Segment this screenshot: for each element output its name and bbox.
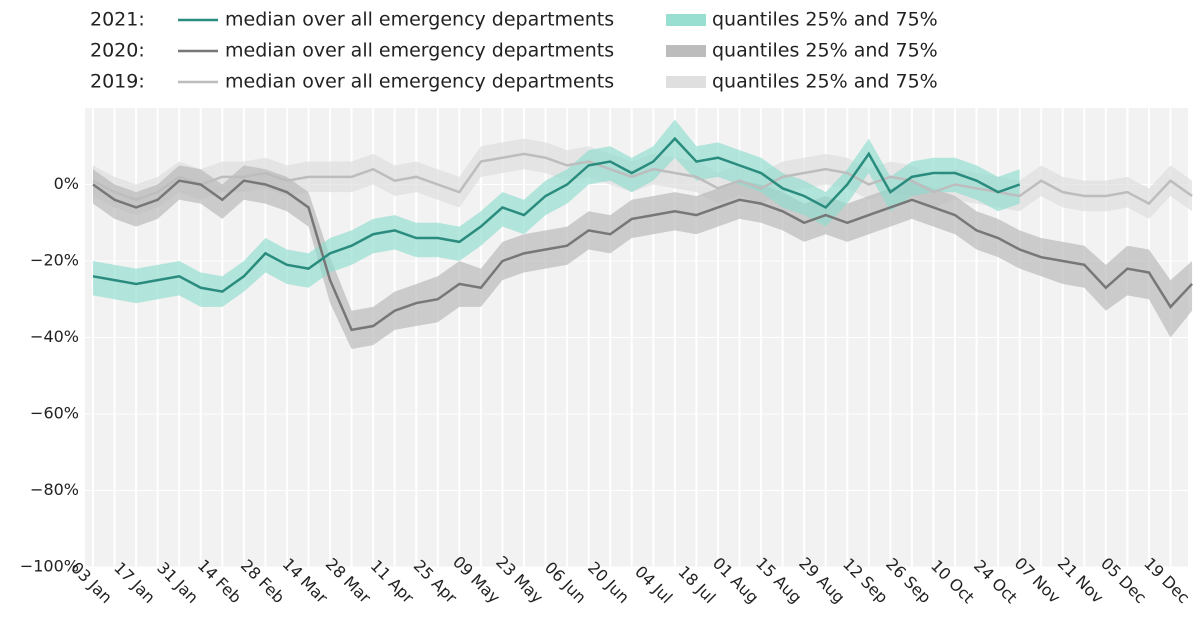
median-line — [92, 152, 1193, 206]
legend-swatch — [666, 14, 706, 26]
legend-label: median over all emergency departments — [225, 40, 614, 62]
y-tick-label: −80% — [30, 480, 79, 499]
y-tick-label: −40% — [30, 327, 79, 346]
median-line — [92, 179, 1193, 332]
legend-group: 2020: — [90, 40, 145, 62]
legend-label: quantiles 25% and 75% — [712, 9, 938, 31]
quantile-band — [93, 165, 1193, 349]
y-tick-label: 0% — [54, 174, 79, 193]
legend-label: quantiles 25% and 75% — [712, 40, 938, 62]
y-tick-label: −20% — [30, 251, 79, 270]
legend-swatch — [666, 45, 706, 57]
legend-label: quantiles 25% and 75% — [712, 71, 938, 93]
legend-swatch — [666, 76, 706, 88]
median-line — [92, 136, 1021, 293]
y-tick-label: −100% — [20, 557, 79, 576]
legend-group: 2021: — [90, 9, 145, 31]
legend-label: median over all emergency departments — [225, 71, 614, 93]
legend-label: median over all emergency departments — [225, 9, 614, 31]
legend-group: 2019: — [90, 71, 145, 93]
x-tick-label: 04 Jul — [631, 562, 676, 607]
y-tick-label: −60% — [30, 404, 79, 423]
